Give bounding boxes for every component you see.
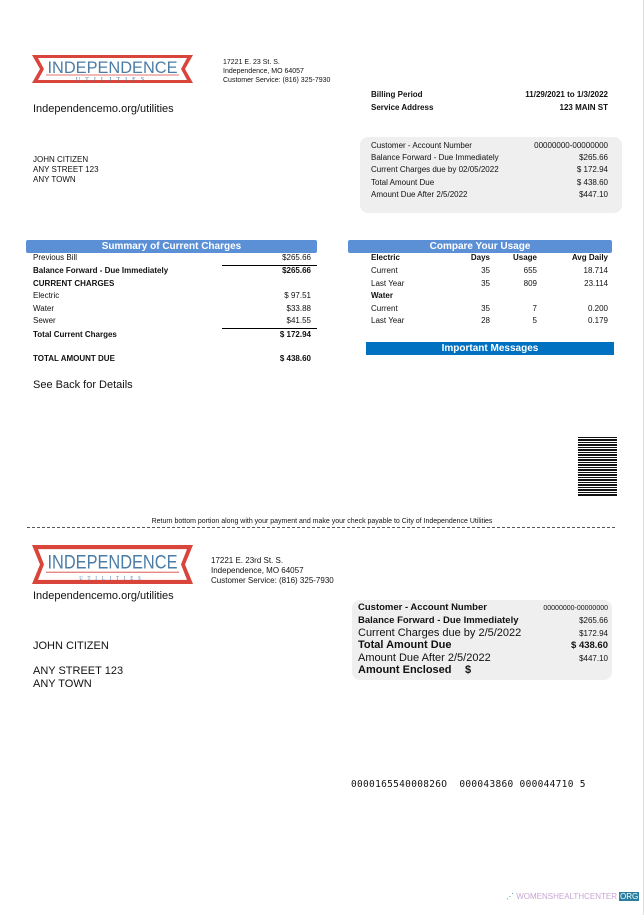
total-amount-due-label: TOTAL AMOUNT DUE bbox=[33, 354, 115, 363]
usage-row-days: 28 bbox=[481, 316, 490, 325]
stub-balance-forward-label: Balance Forward - Due Immediately bbox=[358, 615, 519, 626]
stub-account-number-label: Customer - Account Number bbox=[358, 602, 487, 613]
independence-utilities-logo: INDEPENDENCE UTILITIES bbox=[32, 545, 193, 584]
stub-customer-street: ANY STREET 123 bbox=[33, 665, 124, 677]
service-address-label: Service Address bbox=[371, 103, 434, 112]
stub-current-charges-value: $172.94 bbox=[579, 629, 608, 638]
barcode bbox=[578, 437, 617, 497]
amount-after-label: Amount Due After 2/5/2022 bbox=[371, 190, 468, 199]
billing-period-value: 11/29/2021 to 1/3/2022 bbox=[525, 90, 608, 99]
total-due-label: Total Amount Due bbox=[371, 178, 435, 187]
svg-text:INDEPENDENCE: INDEPENDENCE bbox=[47, 551, 177, 573]
see-back-note: See Back for Details bbox=[33, 379, 133, 391]
previous-bill-value: $265.66 bbox=[282, 253, 311, 262]
customer-town: ANY TOWN bbox=[33, 175, 76, 184]
usage-header: Compare Your Usage bbox=[348, 240, 612, 253]
watermark-text: WOMENSHEALTHCENTER bbox=[516, 892, 617, 901]
total-due-value: $ 438.60 bbox=[576, 178, 608, 187]
usage-row-label: Current bbox=[371, 266, 398, 275]
stub-customer-name: JOHN CITIZEN bbox=[33, 640, 109, 652]
usage-row-avg: 23.114 bbox=[584, 279, 608, 288]
previous-bill-label: Previous Bill bbox=[33, 253, 78, 262]
service-address-value: 123 MAIN ST bbox=[559, 103, 608, 112]
total-current-charges-label: Total Current Charges bbox=[33, 330, 117, 339]
stub-current-charges-label: Current Charges due by 2/5/2022 bbox=[358, 627, 522, 639]
usage-row-avg: 0.179 bbox=[587, 316, 608, 325]
usage-row-days: 35 bbox=[481, 266, 490, 275]
usage-row-usage: 809 bbox=[523, 279, 537, 288]
account-number-label: Customer - Account Number bbox=[371, 141, 472, 150]
col-days: Days bbox=[470, 253, 490, 262]
current-charges-label: Current Charges due by 02/05/2022 bbox=[371, 165, 499, 174]
utility-address-line1: 17221 E. 23 St. S. bbox=[223, 59, 280, 66]
amount-enclosed-label: Amount Enclosed bbox=[358, 664, 452, 676]
electric-heading: Electric bbox=[371, 253, 400, 262]
svg-text:INDEPENDENCE: INDEPENDENCE bbox=[48, 58, 178, 77]
website-link[interactable]: Independencemo.org/utilities bbox=[33, 103, 174, 115]
charge-sewer-label: Sewer bbox=[33, 316, 56, 325]
important-messages-header: Important Messages bbox=[366, 342, 614, 355]
stub-website-link[interactable]: Independencemo.org/utilities bbox=[33, 590, 174, 602]
stub-account-number-value: 00000000-00000000 bbox=[543, 605, 608, 612]
account-number-value: 00000000-00000000 bbox=[534, 141, 608, 150]
usage-row-label: Last Year bbox=[371, 316, 405, 325]
utility-address-line2: Independence, MO 64057 bbox=[223, 68, 304, 75]
stub-total-due-label: Total Amount Due bbox=[358, 639, 452, 651]
charge-water-value: $33.88 bbox=[286, 304, 311, 313]
summary-balance-forward-label: Balance Forward - Due Immediately bbox=[33, 266, 169, 275]
stub-amount-after-label: Amount Due After 2/5/2022 bbox=[358, 652, 491, 664]
customer-service-phone: Customer Service: (816) 325-7930 bbox=[223, 77, 331, 84]
col-usage: Usage bbox=[512, 253, 537, 262]
stub-account-box bbox=[352, 600, 612, 680]
summary-balance-forward-value: $265.66 bbox=[282, 266, 311, 275]
stub-amount-after-value: $447.10 bbox=[579, 654, 608, 663]
col-avg-daily: Avg Daily bbox=[571, 253, 608, 262]
svg-text:UTILITIES: UTILITIES bbox=[79, 575, 145, 582]
charge-water-label: Water bbox=[33, 304, 55, 313]
stub-phone: Customer Service: (816) 325-7930 bbox=[211, 576, 334, 585]
tear-line bbox=[27, 527, 615, 528]
usage-row-days: 35 bbox=[481, 279, 490, 288]
usage-row-avg: 0.200 bbox=[587, 304, 608, 313]
usage-row-usage: 5 bbox=[532, 316, 537, 325]
stub-customer-town: ANY TOWN bbox=[33, 678, 92, 690]
watermark-dots-icon: ⋰ bbox=[506, 892, 517, 901]
account-summary-box bbox=[360, 137, 622, 213]
total-amount-due-value: $ 438.60 bbox=[279, 354, 311, 363]
usage-row-usage: 7 bbox=[532, 304, 537, 313]
balance-forward-label: Balance Forward - Due Immediately bbox=[371, 153, 499, 162]
stub-address-line2: Independence, MO 64057 bbox=[211, 566, 304, 575]
divider bbox=[222, 265, 317, 266]
usage-row-label: Last Year bbox=[371, 279, 405, 288]
usage-row-days: 35 bbox=[481, 304, 490, 313]
current-charges-value: $ 172.94 bbox=[576, 165, 608, 174]
summary-header: Summary of Current Charges bbox=[26, 240, 317, 253]
stub-address-line1: 17221 E. 23rd St. S. bbox=[211, 556, 284, 565]
svg-text:UTILITIES: UTILITIES bbox=[76, 77, 149, 83]
usage-row-label: Current bbox=[371, 304, 398, 313]
balance-forward-value: $265.66 bbox=[579, 153, 608, 162]
current-charges-heading: CURRENT CHARGES bbox=[33, 279, 115, 288]
charge-electric-value: $ 97.51 bbox=[284, 291, 311, 300]
divider bbox=[222, 328, 317, 329]
amount-after-value: $447.10 bbox=[579, 190, 608, 199]
watermark-suffix: ORG bbox=[618, 892, 640, 901]
micr-line: 000016554000826O 000043860 000044710 5 bbox=[351, 779, 586, 790]
billing-period-label: Billing Period bbox=[371, 90, 423, 99]
customer-street: ANY STREET 123 bbox=[33, 165, 99, 174]
water-heading: Water bbox=[371, 291, 393, 300]
usage-row-usage: 655 bbox=[523, 266, 537, 275]
stub-total-due-value: $ 438.60 bbox=[571, 640, 608, 651]
charge-electric-label: Electric bbox=[33, 291, 60, 300]
charge-sewer-value: $41.55 bbox=[286, 316, 311, 325]
watermark: ⋰ WOMENSHEALTHCENTER ORG bbox=[506, 892, 640, 901]
customer-name: JOHN CITIZEN bbox=[33, 155, 89, 164]
independence-utilities-logo: INDEPENDENCE UTILITIES bbox=[32, 55, 193, 83]
amount-enclosed-field[interactable]: $ bbox=[465, 664, 472, 676]
return-instruction: Return bottom portion along with your pa… bbox=[151, 518, 493, 525]
total-current-charges-value: $ 172.94 bbox=[279, 330, 311, 339]
usage-row-avg: 18.714 bbox=[583, 266, 608, 275]
stub-balance-forward-value: $265.66 bbox=[579, 616, 608, 625]
